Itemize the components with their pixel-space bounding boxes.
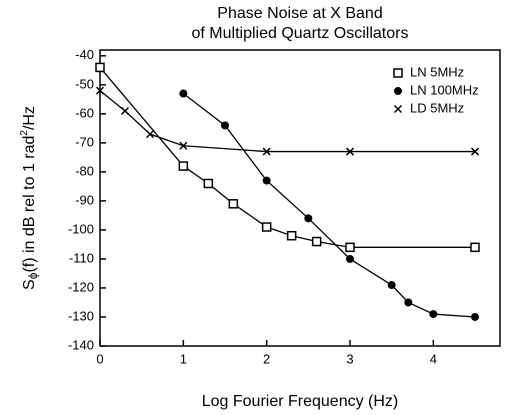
marker-circle	[304, 214, 313, 223]
y-tick-label: -100	[68, 221, 94, 236]
marker-x	[262, 147, 271, 156]
x-axis-label: Log Fourier Frequency (Hz)	[202, 393, 399, 410]
chart-title: of Multiplied Quartz Oscillators	[192, 25, 409, 42]
marker-circle	[387, 281, 396, 290]
marker-circle	[429, 310, 438, 319]
marker-square	[261, 222, 272, 232]
marker-square	[311, 236, 322, 247]
marker-square	[203, 178, 214, 189]
x-tick-label: 2	[263, 351, 270, 366]
marker-x	[393, 104, 403, 114]
y-tick-label: -90	[75, 192, 94, 207]
x-tick-label: 0	[96, 351, 103, 366]
x-tick-label: 1	[180, 351, 187, 366]
marker-x	[120, 106, 130, 115]
y-tick-label: -70	[75, 134, 94, 149]
marker-circle	[471, 312, 479, 321]
marker-circle	[262, 176, 271, 185]
marker-square	[345, 242, 355, 253]
marker-circle	[394, 87, 402, 95]
marker-square	[393, 68, 403, 78]
marker-circle	[221, 121, 229, 130]
marker-x	[345, 147, 355, 156]
marker-square	[228, 199, 239, 209]
marker-square	[286, 230, 297, 241]
y-tick-label: -130	[68, 308, 94, 323]
marker-circle	[179, 89, 188, 98]
y-tick-label: -80	[75, 163, 94, 178]
y-label-part: S	[21, 279, 38, 290]
marker-x	[470, 147, 480, 156]
chart-title: Phase Noise at X Band	[217, 5, 382, 22]
legend-label: LN 100MHz	[410, 82, 479, 97]
y-tick-label: -140	[68, 337, 94, 352]
x-tick-label: 4	[430, 351, 437, 366]
legend-label: LD 5MHz	[410, 100, 464, 115]
marker-x	[95, 86, 105, 95]
y-tick-label: -120	[68, 279, 94, 294]
marker-circle	[346, 254, 354, 263]
y-axis-label: Sϕ(f) in dB rel to 1 rad2/Hz	[19, 106, 41, 290]
y-label-sub: ϕ	[26, 272, 40, 279]
marker-square	[178, 161, 189, 171]
plot-frame	[99, 49, 501, 347]
y-label-part: (f) in dB rel to 1 rad	[21, 136, 38, 273]
marker-x	[179, 141, 188, 150]
y-label-part: /Hz	[21, 106, 38, 130]
y-tick-label: -50	[75, 76, 94, 91]
y-tick-label: -60	[75, 105, 94, 120]
marker-square	[470, 242, 480, 253]
marker-square	[95, 62, 105, 73]
y-tick-label: -40	[75, 47, 94, 62]
legend-label: LN 5MHz	[410, 64, 464, 79]
marker-circle	[404, 298, 413, 307]
y-label-sup: 2	[19, 130, 30, 136]
y-tick-label: -110	[69, 250, 94, 265]
x-tick-label: 3	[346, 351, 353, 366]
marker-x	[145, 130, 155, 139]
